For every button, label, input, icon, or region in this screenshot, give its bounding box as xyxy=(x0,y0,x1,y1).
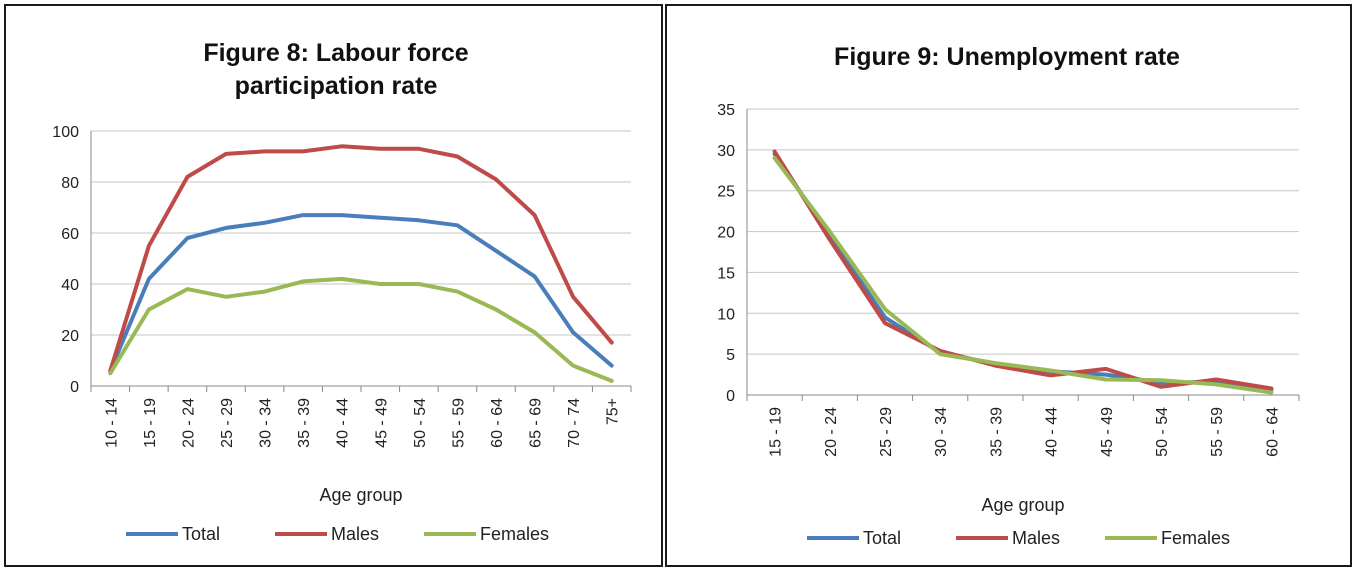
x-tick-label: 60 - 64 xyxy=(1264,407,1281,457)
y-tick-label: 60 xyxy=(61,226,79,243)
y-tick-label: 0 xyxy=(726,388,735,405)
y-tick-label: 15 xyxy=(717,265,735,282)
chart-unemployment-rate: Figure 9: Unemployment rate 0 5 10 15 20 25 30 3… xyxy=(717,43,1300,548)
x-tick-label: 10 - 14 xyxy=(103,398,120,448)
x-tick-label: 20 - 24 xyxy=(823,407,840,457)
chart-title: participation rate xyxy=(235,72,438,100)
y-tick-label: 40 xyxy=(61,277,79,294)
y-tick-label: 5 xyxy=(726,347,735,364)
chart-labour-force-participation: Figure 8: Labour force participation rate… xyxy=(52,39,632,544)
x-tick-label: 15 - 19 xyxy=(768,407,785,457)
chart-panel-labour-force: Figure 8: Labour force participation rate… xyxy=(4,4,663,567)
x-tick-label: 20 - 24 xyxy=(180,398,197,448)
chart-panel-unemployment: Figure 9: Unemployment rate 0 5 10 15 20 25 30 3… xyxy=(665,4,1352,567)
chart-title: Figure 9: Unemployment rate xyxy=(834,43,1180,71)
x-tick-label: 65 - 69 xyxy=(528,398,545,448)
x-tick-label: 30 - 34 xyxy=(258,398,275,448)
legend-label-males: Males xyxy=(1012,528,1060,548)
y-tick-label: 20 xyxy=(61,328,79,345)
legend-label-females: Females xyxy=(1161,528,1230,548)
y-tick-label: 25 xyxy=(717,184,735,201)
x-tick-label: 45 - 49 xyxy=(373,398,390,448)
legend-label-males: Males xyxy=(331,524,379,544)
y-tick-label: 80 xyxy=(61,175,79,192)
x-tick-label: 55 - 59 xyxy=(450,398,467,448)
legend-label-females: Females xyxy=(480,524,549,544)
x-tick-label: 35 - 39 xyxy=(296,398,313,448)
series-line-males xyxy=(772,149,1274,391)
chart-title: Figure 8: Labour force xyxy=(203,39,468,67)
x-tick-label: 35 - 39 xyxy=(988,407,1005,457)
x-axis-title: Age group xyxy=(319,485,402,505)
y-tick-label: 0 xyxy=(70,379,79,396)
y-tick-label: 10 xyxy=(717,306,735,323)
legend-label-total: Total xyxy=(863,528,901,548)
x-tick-label: 15 - 19 xyxy=(142,398,159,448)
series-line-males xyxy=(108,144,614,373)
x-tick-label: 70 - 74 xyxy=(566,398,583,448)
x-tick-label: 75+ xyxy=(605,398,622,425)
x-tick-label: 50 - 54 xyxy=(1154,407,1171,457)
x-tick-label: 25 - 29 xyxy=(219,398,236,448)
x-axis-title: Age group xyxy=(981,495,1064,515)
x-tick-label: 25 - 29 xyxy=(878,407,895,457)
x-tick-label: 40 - 44 xyxy=(1044,407,1061,457)
x-tick-label: 40 - 44 xyxy=(335,398,352,448)
legend-label-total: Total xyxy=(182,524,220,544)
y-tick-label: 20 xyxy=(717,225,735,242)
series-line-females xyxy=(108,276,614,383)
series-line-females xyxy=(772,156,1274,395)
y-tick-label: 100 xyxy=(52,124,79,141)
x-tick-label: 30 - 34 xyxy=(933,407,950,457)
x-tick-label: 55 - 59 xyxy=(1209,407,1226,457)
x-tick-label: 50 - 54 xyxy=(412,398,429,448)
y-tick-label: 35 xyxy=(717,102,735,119)
series-line-total xyxy=(108,213,614,373)
x-tick-label: 45 - 49 xyxy=(1099,407,1116,457)
y-tick-label: 30 xyxy=(717,143,735,160)
x-tick-label: 60 - 64 xyxy=(489,398,506,448)
